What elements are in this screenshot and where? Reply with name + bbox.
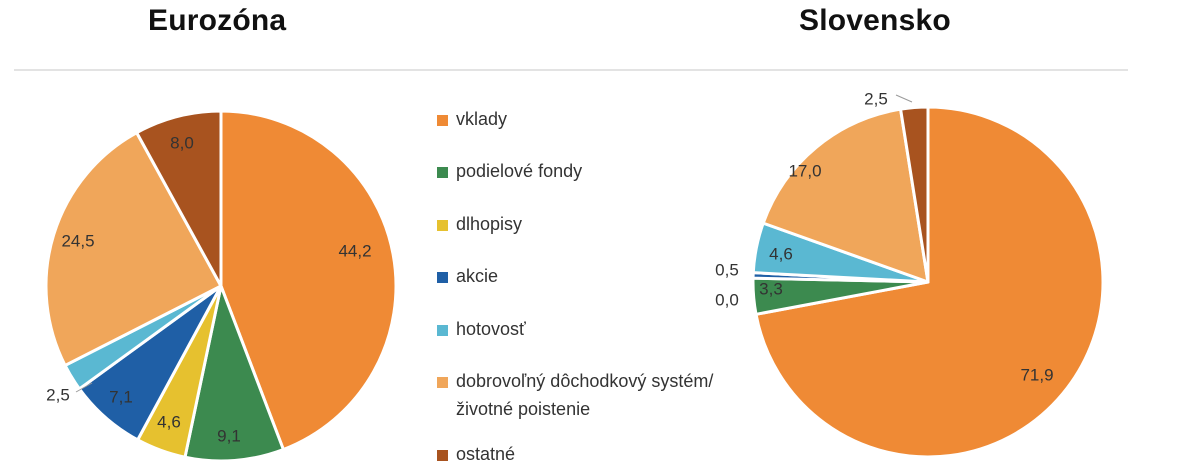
legend-item: podielové fondy	[437, 161, 582, 185]
slovensko-data-label: 0,0	[715, 290, 739, 309]
legend-swatch	[437, 272, 448, 283]
slovensko-slice-vklady	[754, 105, 1105, 459]
slovensko-data-label: 71,9	[1020, 365, 1053, 384]
legend-swatch	[437, 450, 448, 461]
legend-label: akcie	[456, 266, 499, 286]
legend-label: dobrovoľný dôchodkový systém/životné poi…	[456, 371, 714, 419]
legend-swatch	[437, 115, 448, 126]
legend-label: podielové fondy	[456, 161, 583, 181]
legend-label: hotovosť	[456, 319, 526, 339]
slovensko-leader-line	[895, 94, 913, 103]
eurozona-leader-line	[75, 382, 93, 393]
legend-swatch	[437, 377, 448, 388]
slovensko-data-label: 17,0	[788, 161, 821, 180]
eurozona-data-label: 4,6	[157, 412, 181, 431]
eurozona-slice-vklady	[219, 109, 398, 452]
legend-swatch	[437, 220, 448, 231]
eurozona-data-label: 7,1	[109, 387, 133, 406]
slovensko-slice-ostatné	[899, 105, 930, 284]
legend-item: akcie	[437, 266, 498, 290]
eurozona-data-label: 2,5	[46, 385, 70, 404]
slovensko-data-label: 3,3	[759, 279, 783, 298]
eurozona-slice-ostatné	[135, 109, 223, 288]
slovensko-data-label: 2,5	[864, 89, 888, 108]
slovensko-slice-dobrovoľný	[761, 107, 930, 284]
legend-item: hotovosť	[437, 319, 526, 343]
legend-swatch	[437, 167, 448, 178]
chart-legend: vklady podielové fondy dlhopisy akcie hotovo…	[437, 0, 737, 474]
eurozona-slice-podielové	[183, 284, 285, 463]
legend-label: dlhopisy	[456, 214, 523, 234]
legend-item: vklady	[437, 109, 507, 133]
chart-title-slovensko: Slovensko	[799, 4, 951, 37]
eurozona-data-label: 9,1	[217, 426, 241, 445]
legend-label: ostatné	[456, 444, 516, 464]
header-divider	[14, 69, 1128, 71]
legend-swatch	[437, 325, 448, 336]
eurozona-slice-dobrovoľný	[44, 131, 223, 367]
chart-title-eurozona: Eurozóna	[148, 4, 287, 37]
slovensko-data-label: 4,6	[769, 244, 793, 263]
slovensko-data-label: 0,5	[715, 260, 739, 279]
eurozona-data-label: 8,0	[170, 133, 194, 152]
legend-item: ostatné	[437, 444, 515, 468]
legend-item: dlhopisy	[437, 214, 522, 238]
eurozona-data-label: 44,2	[338, 241, 371, 260]
legend-item: dobrovoľný dôchodkový systém/životné poi…	[437, 371, 716, 423]
eurozona-data-label: 24,5	[61, 231, 94, 250]
legend-label: vklady	[456, 109, 508, 129]
